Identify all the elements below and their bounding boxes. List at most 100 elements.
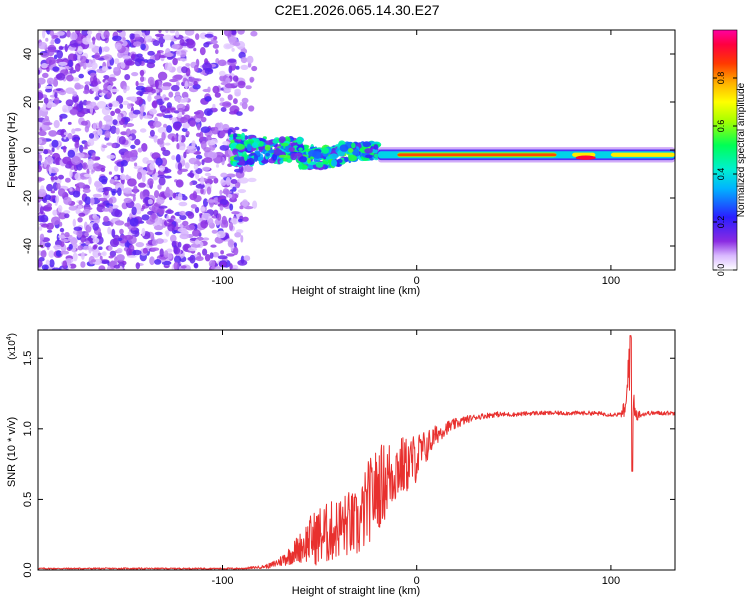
heatmap-transition-mark <box>246 143 252 152</box>
colorbar-ticks: 0.0 0.2 0.4 0.6 0.8 <box>713 72 737 276</box>
heatmap-noise-mark <box>38 77 46 85</box>
heatmap-noise-mark <box>147 50 155 56</box>
heatmap-noise-mark <box>151 204 161 214</box>
heatmap-noise-mark <box>51 147 55 153</box>
heatmap-noise-mark <box>90 197 95 206</box>
heatmap-noise-mark <box>68 59 73 68</box>
heatmap-noise-mark <box>186 39 196 49</box>
heatmap-noise-mark <box>113 264 121 269</box>
heatmap-noise-mark <box>94 180 101 188</box>
heatmap-noise-mark <box>58 61 68 66</box>
heatmap-noise-mark <box>68 243 73 250</box>
heatmap-noise-mark <box>212 103 216 109</box>
heatmap-noise-mark <box>183 97 189 103</box>
heatmap-noise-mark <box>116 248 123 254</box>
heatmap-noise-mark <box>50 176 55 181</box>
heatmap-noise-mark <box>174 95 182 102</box>
heatmap-noise-mark <box>117 237 123 242</box>
heatmap-noise-mark <box>130 96 138 102</box>
heatmap-noise-mark <box>72 91 78 97</box>
heatmap-noise-mark <box>78 73 84 79</box>
heatmap-noise-mark <box>102 186 113 191</box>
heatmap-noise-mark <box>167 62 173 72</box>
heatmap-noise-mark <box>54 92 58 99</box>
heatmap-noise-mark <box>40 250 47 258</box>
heatmap-noise-mark <box>45 56 56 65</box>
heatmap-noise-mark <box>114 58 120 65</box>
heatmap-noise-mark <box>131 227 137 231</box>
heatmap-noise-mark <box>202 237 210 241</box>
heatmap-noise-mark <box>175 154 181 163</box>
heatmap-noise-mark <box>147 94 152 102</box>
heatmap-noise-mark <box>218 122 224 131</box>
heatmap-noise-mark <box>192 229 201 237</box>
heatmap-noise-mark <box>223 30 232 37</box>
heatmap-noise-mark <box>103 30 110 39</box>
heatmap-noise-mark <box>166 248 173 253</box>
heatmap-noise-mark <box>225 44 234 49</box>
heatmap-noise-mark <box>237 218 243 223</box>
heatmap-noise-mark <box>51 216 61 225</box>
heatmap-noise-mark <box>177 134 182 142</box>
heatmap-noise-mark <box>243 164 247 173</box>
heatmap-noise-mark <box>132 195 136 202</box>
heatmap-noise-mark <box>92 245 98 250</box>
heatmap-noise-mark <box>77 205 83 209</box>
heatmap-noise-mark <box>199 47 206 56</box>
heatmap-noise-mark <box>60 250 70 255</box>
heatmap-transition-mark <box>253 154 259 162</box>
heatmap-transition-mark <box>296 136 304 145</box>
heatmap-noise-mark <box>107 85 113 91</box>
heatmap-noise-mark <box>139 69 145 77</box>
heatmap-noise-mark <box>230 30 237 36</box>
heatmap-transition-mark <box>298 147 303 151</box>
heatmap-noise-mark <box>124 74 131 81</box>
heatmap-noise-mark <box>56 72 66 81</box>
heatmap-noise-mark <box>194 64 199 72</box>
heatmap-noise-mark <box>46 77 55 86</box>
heatmap-noise-mark <box>116 254 125 262</box>
heatmap-noise-mark <box>79 100 84 110</box>
heatmap-noise-mark <box>60 128 67 138</box>
heatmap-noise-mark <box>219 97 225 102</box>
heatmap-noise-mark <box>125 60 135 66</box>
heatmap-noise-mark <box>98 30 103 34</box>
heatmap-noise-mark <box>82 188 91 194</box>
heatmap-noise-mark <box>64 232 70 238</box>
heatmap-noise-mark <box>80 55 87 64</box>
heatmap-noise-mark <box>50 39 55 46</box>
heatmap-noise-mark <box>123 124 127 128</box>
heatmap-noise-mark <box>234 126 240 131</box>
heatmap-noise-mark <box>101 251 107 257</box>
heatmap-noise-mark <box>176 143 180 150</box>
heatmap-noise-mark <box>52 209 58 216</box>
heatmap-noise-mark <box>113 66 120 72</box>
heatmap-noise-mark <box>55 195 59 204</box>
heatmap-noise-mark <box>87 30 93 35</box>
heatmap-noise-mark <box>52 66 60 72</box>
heatmap-noise-mark <box>216 213 222 221</box>
heatmap-noise-mark <box>56 31 65 36</box>
heatmap-noise-mark <box>162 34 173 41</box>
heatmap-noise-mark <box>195 132 201 137</box>
heatmap-noise-mark <box>193 47 197 52</box>
heatmap-noise-mark <box>59 221 63 227</box>
heatmap-noise-mark <box>73 96 79 103</box>
heatmap-noise-mark <box>183 244 189 251</box>
heatmap-noise-mark <box>49 30 54 36</box>
heatmap-noise-mark <box>61 104 69 113</box>
heatmap-noise-mark <box>142 189 150 198</box>
heatmap-noise-mark <box>182 220 189 226</box>
heatmap-noise-mark <box>220 172 228 178</box>
heatmap-noise-mark <box>79 144 84 153</box>
heatmap-noise-mark <box>38 83 41 89</box>
heatmap-noise-mark <box>76 37 83 45</box>
heatmap-noise-mark <box>226 253 235 257</box>
heatmap-transition-mark <box>371 148 378 154</box>
heatmap-transition-mark <box>308 150 317 157</box>
heatmap-transition-mark <box>288 146 295 152</box>
heatmap-noise-mark <box>193 262 199 269</box>
heatmap-noise-mark <box>188 76 196 83</box>
heatmap-noise-mark <box>83 89 90 95</box>
